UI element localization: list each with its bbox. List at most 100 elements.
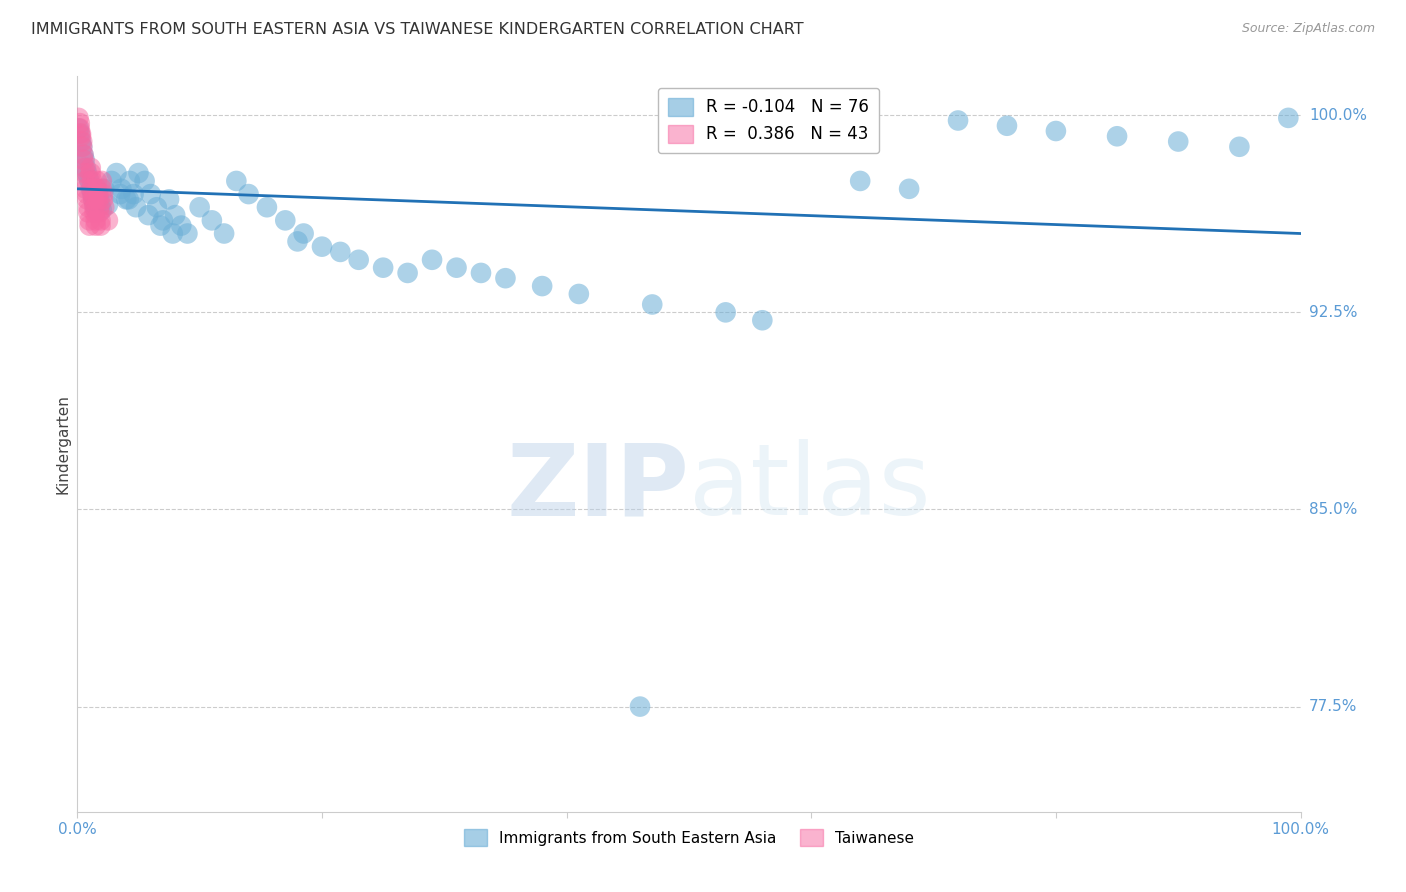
Point	[82, 192, 104, 206]
Point	[371, 260, 394, 275]
Point	[76, 192, 98, 206]
Point	[152, 213, 174, 227]
Point	[75, 182, 97, 196]
Point	[946, 113, 969, 128]
Y-axis label: Kindergarten: Kindergarten	[55, 394, 70, 493]
Point	[118, 192, 141, 206]
Point	[531, 279, 554, 293]
Point	[201, 213, 224, 227]
Point	[83, 200, 105, 214]
Point	[90, 213, 112, 227]
Point	[76, 166, 98, 180]
Point	[149, 219, 172, 233]
Point	[139, 187, 162, 202]
Point	[125, 200, 148, 214]
Text: ZIP: ZIP	[506, 440, 689, 536]
Point	[329, 244, 352, 259]
Point	[72, 153, 94, 167]
Point	[93, 182, 115, 196]
Point	[238, 187, 260, 202]
Point	[91, 192, 114, 206]
Point	[83, 205, 105, 219]
Point	[70, 129, 93, 144]
Point	[898, 182, 921, 196]
Point	[115, 192, 138, 206]
Point	[77, 200, 100, 214]
Point	[225, 174, 247, 188]
Point	[79, 174, 101, 188]
Point	[90, 219, 112, 233]
Point	[86, 174, 108, 188]
Point	[69, 127, 91, 141]
Text: 100.0%: 100.0%	[1309, 108, 1367, 123]
Point	[69, 121, 91, 136]
Point	[82, 192, 104, 206]
Point	[76, 187, 98, 202]
Point	[157, 192, 180, 206]
Point	[90, 174, 112, 188]
Point	[86, 182, 108, 196]
Point	[628, 699, 651, 714]
Point	[67, 111, 90, 125]
Point	[176, 227, 198, 241]
Point	[70, 135, 93, 149]
Point	[134, 174, 156, 188]
Point	[1277, 111, 1299, 125]
Point	[73, 153, 96, 167]
Point	[396, 266, 419, 280]
Text: 77.5%: 77.5%	[1309, 699, 1357, 714]
Point	[162, 227, 184, 241]
Point	[87, 187, 110, 202]
Point	[97, 197, 120, 211]
Point	[170, 219, 193, 233]
Point	[73, 166, 96, 180]
Point	[100, 174, 122, 188]
Point	[90, 202, 112, 217]
Point	[67, 121, 90, 136]
Point	[69, 116, 91, 130]
Point	[1107, 129, 1129, 144]
Point	[83, 197, 105, 211]
Point	[256, 200, 278, 214]
Point	[97, 213, 120, 227]
Point	[118, 174, 141, 188]
Point	[70, 135, 93, 149]
Point	[75, 161, 97, 175]
Point	[77, 171, 100, 186]
Point	[80, 182, 103, 196]
Point	[146, 200, 169, 214]
Point	[641, 297, 664, 311]
Point	[108, 187, 131, 202]
Point	[568, 287, 591, 301]
Point	[77, 205, 100, 219]
Point	[84, 202, 107, 217]
Point	[751, 313, 773, 327]
Text: atlas: atlas	[689, 440, 931, 536]
Point	[90, 197, 112, 211]
Point	[470, 266, 492, 280]
Point	[1045, 124, 1067, 138]
Point	[87, 187, 110, 202]
Point	[80, 174, 103, 188]
Point	[79, 219, 101, 233]
Point	[420, 252, 443, 267]
Point	[446, 260, 468, 275]
Point	[292, 227, 315, 241]
Point	[110, 182, 132, 196]
Text: Source: ZipAtlas.com: Source: ZipAtlas.com	[1241, 22, 1375, 36]
Point	[87, 192, 110, 206]
Point	[72, 147, 94, 161]
Point	[122, 187, 145, 202]
Point	[91, 187, 114, 202]
Point	[495, 271, 517, 285]
Point	[79, 213, 101, 227]
Point	[73, 161, 96, 175]
Point	[105, 166, 128, 180]
Point	[212, 227, 235, 241]
Point	[347, 252, 370, 267]
Point	[90, 182, 112, 196]
Point	[136, 208, 159, 222]
Text: IMMIGRANTS FROM SOUTH EASTERN ASIA VS TAIWANESE KINDERGARTEN CORRELATION CHART: IMMIGRANTS FROM SOUTH EASTERN ASIA VS TA…	[31, 22, 804, 37]
Point	[127, 166, 149, 180]
Point	[89, 200, 111, 214]
